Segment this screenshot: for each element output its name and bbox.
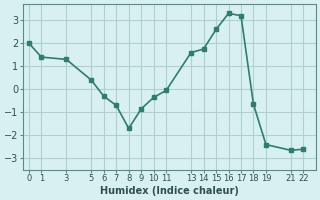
X-axis label: Humidex (Indice chaleur): Humidex (Indice chaleur) (100, 186, 239, 196)
